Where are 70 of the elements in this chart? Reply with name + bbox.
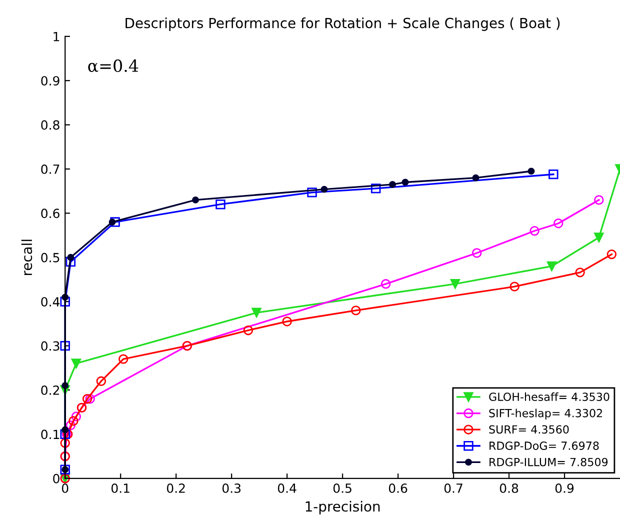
point <box>252 308 262 318</box>
point <box>370 184 381 194</box>
point <box>71 412 82 422</box>
y-tick-label: 0.5 <box>41 252 60 262</box>
point <box>575 268 585 278</box>
y-tick-label: 0.9 <box>41 76 60 86</box>
annotation: α=0.4 <box>88 59 138 72</box>
y-tick-label: 0.1 <box>41 430 60 440</box>
x-tick-label: 0 <box>62 483 68 493</box>
point <box>71 358 82 368</box>
point <box>282 316 292 326</box>
point <box>68 416 78 426</box>
x-axis-title: 1-precision <box>306 500 380 514</box>
x-tick-label: 0.4 <box>278 483 296 493</box>
point <box>118 354 128 364</box>
point <box>380 279 391 289</box>
point <box>96 376 106 386</box>
point <box>510 282 520 292</box>
point <box>60 340 70 351</box>
point <box>192 196 199 204</box>
y-tick-label: 0 <box>53 474 60 484</box>
legend-label: SURF= 4.3560 <box>489 425 569 434</box>
point <box>528 168 535 175</box>
point <box>243 325 254 336</box>
y-axis-title: recall <box>21 240 32 276</box>
x-tick-label: 0.5 <box>333 483 352 493</box>
x-tick-label: 0.8 <box>500 483 518 493</box>
y-tick-label: 0.6 <box>41 208 60 218</box>
y-tick-label: 1 <box>54 32 60 42</box>
point <box>67 254 74 261</box>
point <box>594 195 604 205</box>
point <box>606 249 617 260</box>
point <box>530 226 540 236</box>
y-tick-label: 0.8 <box>41 120 60 130</box>
point <box>351 306 361 316</box>
legend-label: RDGP-DoG= 7.6978 <box>490 442 599 450</box>
x-tick-label: 0.6 <box>388 483 408 493</box>
y-tick-label: 0.7 <box>41 164 60 174</box>
y-tick-label: 0.2 <box>41 385 59 395</box>
point <box>66 420 76 430</box>
point <box>60 438 70 448</box>
point <box>66 256 76 267</box>
point <box>402 178 409 186</box>
x-tick-label: 0.7 <box>444 483 462 493</box>
y-tick-label: 0.3 <box>41 341 60 351</box>
legend-label: RDGP-ILLUM= 7.8509 <box>490 458 608 466</box>
point <box>60 296 70 306</box>
point <box>110 217 120 227</box>
point <box>307 188 317 198</box>
point <box>389 180 396 188</box>
point <box>450 279 460 289</box>
point <box>85 394 95 404</box>
point <box>472 174 480 182</box>
point <box>546 261 557 272</box>
point <box>548 169 558 180</box>
y-tick-label: 0.4 <box>41 297 60 307</box>
point <box>82 394 92 404</box>
point <box>472 248 482 258</box>
chart-title: Descriptors Performance for Rotation + Scale Changes ( Boat ) <box>126 18 560 31</box>
point <box>216 200 226 210</box>
legend-label: GLOH-hesaff= 4.3530 <box>489 392 610 402</box>
point <box>320 186 328 193</box>
point <box>108 218 116 226</box>
x-tick-label: 0.1 <box>111 483 130 493</box>
x-tick-label: 0.2 <box>166 483 185 493</box>
x-tick-label: 0.9 <box>555 483 574 493</box>
legend-label: SIFT-heslap= 4.3302 <box>489 408 602 420</box>
point <box>554 218 564 228</box>
point <box>594 232 604 242</box>
x-tick-label: 0.3 <box>222 483 241 493</box>
